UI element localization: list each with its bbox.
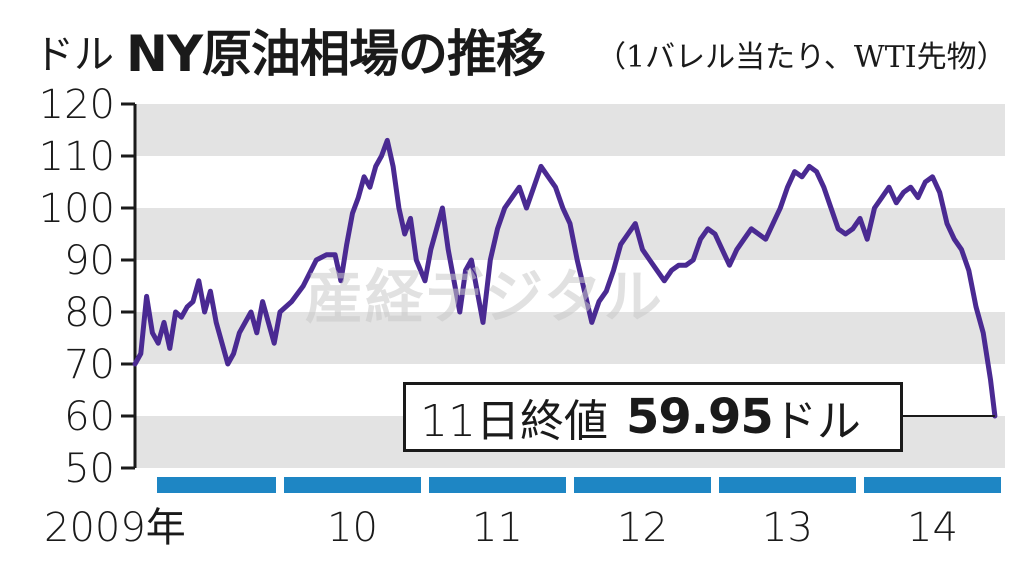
price-line — [132, 137, 998, 419]
year-bar — [719, 477, 856, 493]
y-tick-label: 60 — [64, 394, 115, 440]
y-unit-label: ドル — [34, 32, 114, 78]
y-tick-label: 120 — [39, 82, 115, 128]
y-tick-label: 80 — [64, 290, 115, 336]
y-tick-label: 90 — [64, 238, 115, 284]
year-bar-stub — [157, 477, 165, 493]
year-label: 13 — [762, 505, 813, 551]
year-bar — [157, 477, 276, 493]
grid-band — [135, 104, 1005, 156]
y-tick-label: 100 — [39, 186, 115, 232]
watermark: 産経デジタル — [305, 263, 664, 331]
year-label: 14 — [907, 505, 958, 551]
year-label: 10 — [327, 505, 378, 551]
year-bar — [574, 477, 711, 493]
year-label: 11 — [472, 505, 523, 551]
y-tick-label: 50 — [64, 446, 115, 492]
annotation-value: 59.95 — [626, 389, 774, 445]
year-label: 12 — [617, 505, 668, 551]
annotation-unit: ドル — [772, 396, 861, 447]
chart-subtitle: （1バレル当たり、WTI先物） — [596, 40, 1007, 75]
year-bar — [429, 477, 566, 493]
y-tick-label: 110 — [39, 134, 115, 180]
year-label: 2009年 — [44, 505, 186, 551]
annotation-label: 11日終値 — [420, 396, 608, 447]
close-annotation: 11日終値 59.95 ドル — [403, 382, 903, 452]
chart-title: NY原油相場の推移 — [126, 25, 546, 83]
year-bar — [864, 477, 1001, 493]
y-tick-label: 70 — [64, 342, 115, 388]
year-bar — [284, 477, 421, 493]
